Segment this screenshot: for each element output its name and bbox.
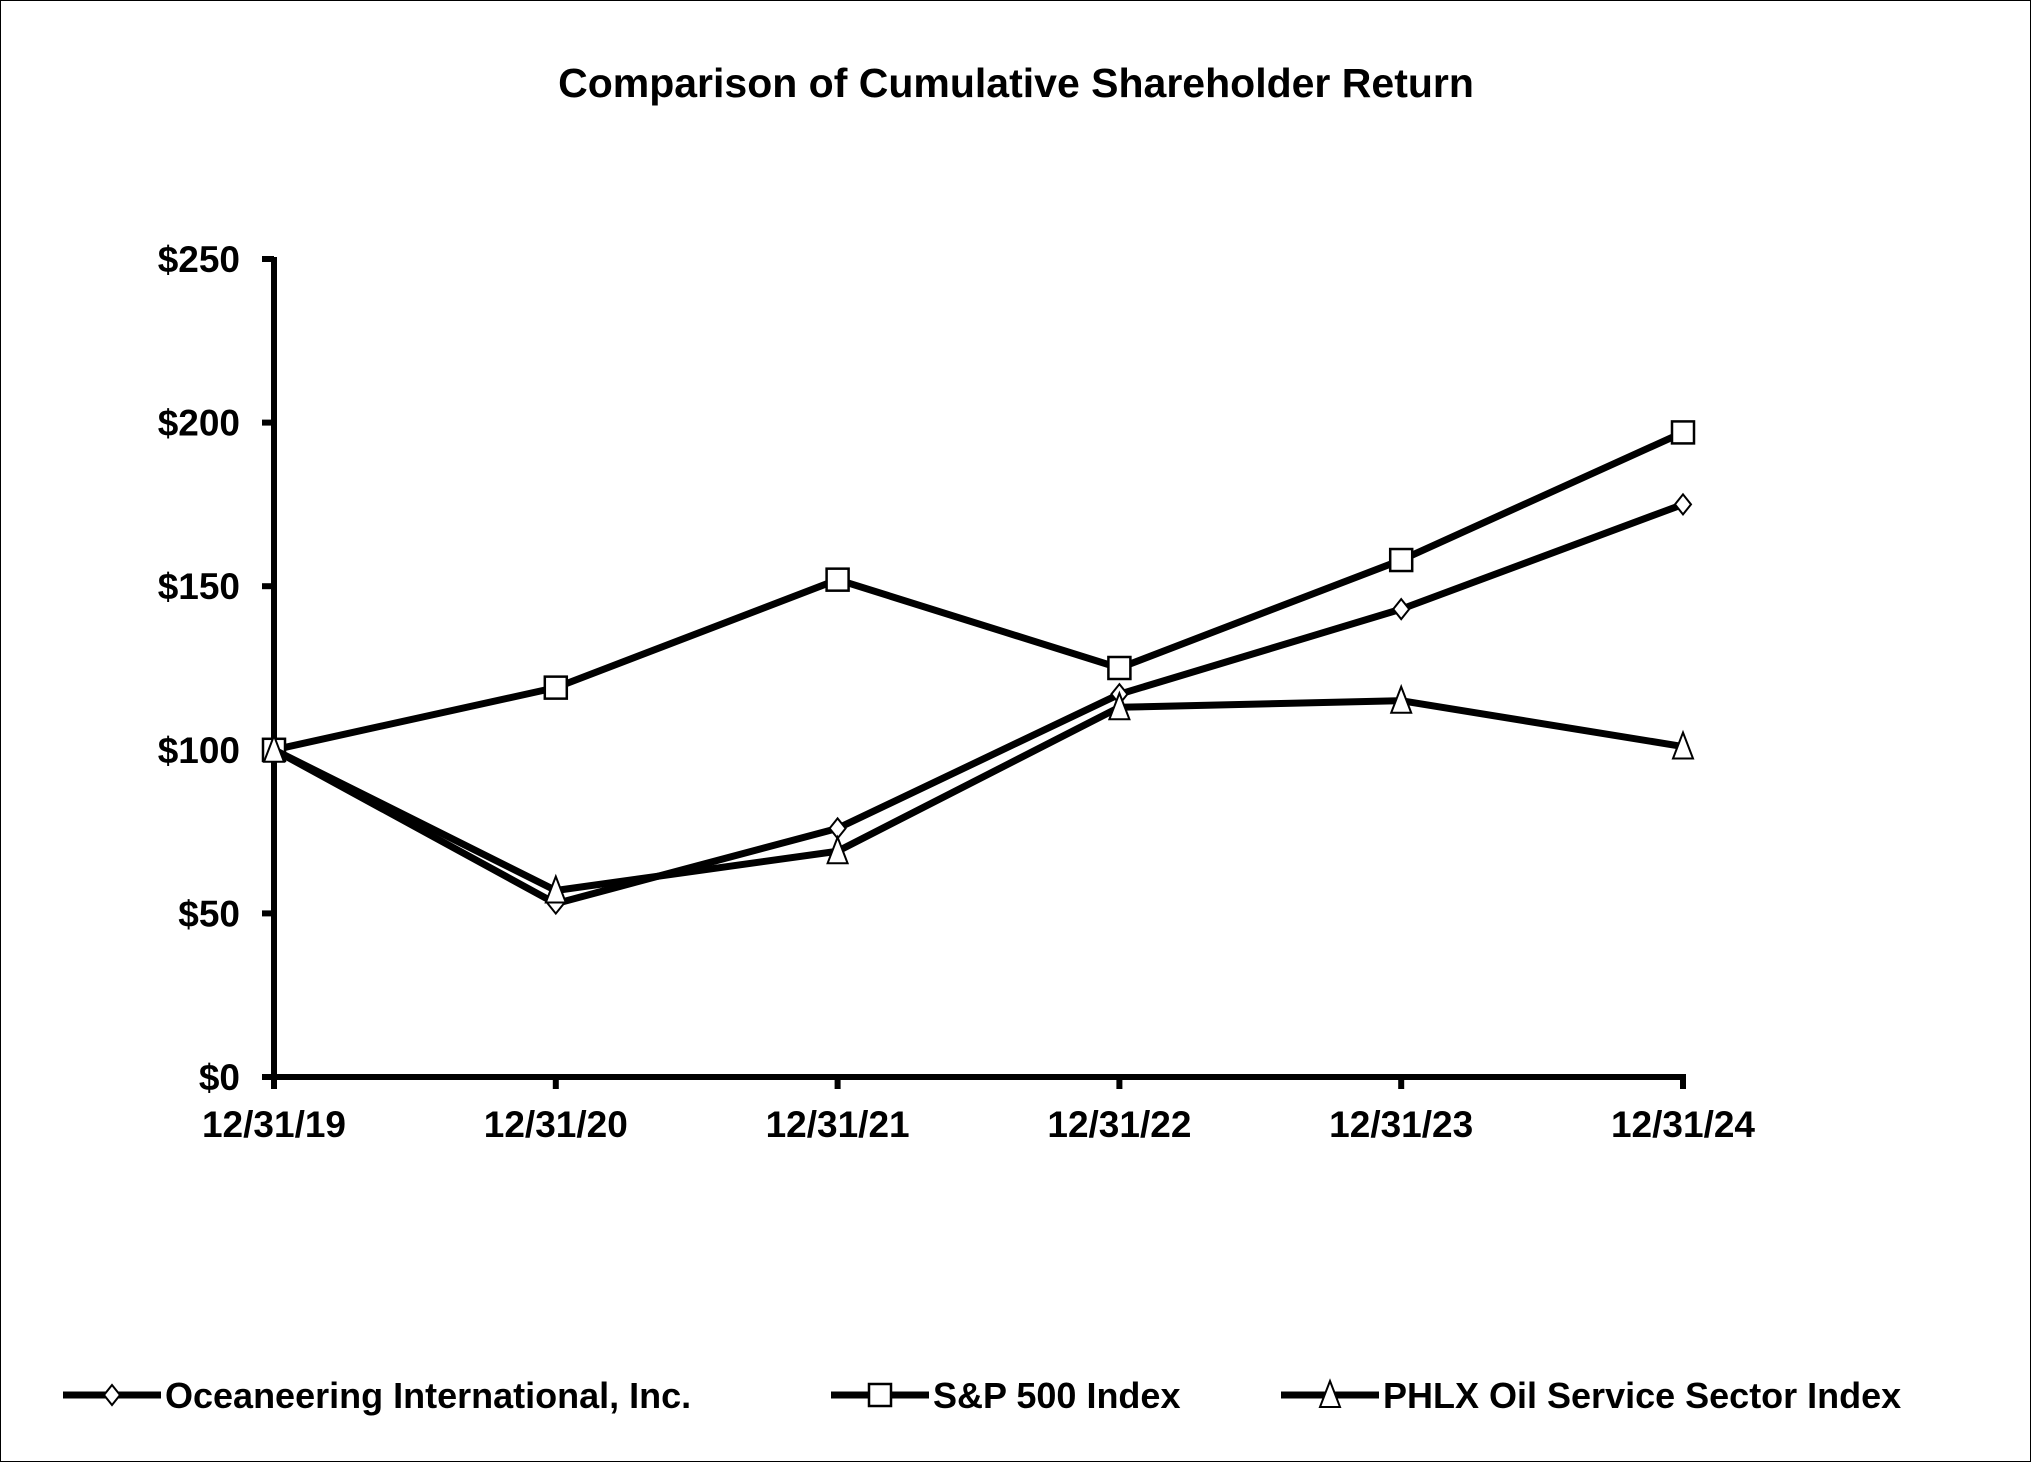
y-tick-label: $250 (158, 239, 240, 280)
series-square (261, 420, 1696, 763)
data-point-triangle (1389, 683, 1413, 714)
data-point-square (543, 675, 569, 700)
data-point-triangle (262, 733, 286, 763)
legend-item: PHLX Oil Service Sector Index (1281, 1375, 1901, 1416)
data-point-square (1107, 655, 1132, 681)
data-point-diamond (1673, 492, 1693, 517)
y-tick-label: $50 (178, 893, 240, 934)
data-point-square (1388, 547, 1414, 573)
square-marker-icon (867, 1382, 893, 1408)
data-point-triangle (1671, 729, 1695, 760)
y-tick-label: $0 (199, 1057, 240, 1098)
x-tick-label: 12/31/19 (202, 1104, 346, 1145)
data-point-triangle (1107, 690, 1131, 721)
diamond-marker-icon (102, 1383, 122, 1407)
triangle-marker-icon (1318, 1378, 1342, 1408)
legend-label: S&P 500 Index (933, 1375, 1180, 1416)
data-point-triangle (826, 834, 850, 865)
x-tick-label: 12/31/21 (766, 1104, 910, 1145)
series-line (272, 501, 1685, 908)
y-tick-label: $200 (158, 403, 240, 444)
data-point-triangle (544, 873, 568, 904)
series-triangle (262, 683, 1695, 904)
chart-title: Comparison of Cumulative Shareholder Ret… (558, 60, 1474, 106)
data-point-square (1670, 420, 1696, 445)
y-tick-label: $150 (158, 566, 240, 607)
legend-item: S&P 500 Index (831, 1375, 1180, 1416)
y-tick-label: $100 (158, 730, 240, 771)
x-tick-label: 12/31/23 (1329, 1104, 1473, 1145)
x-tick-label: 12/31/24 (1611, 1104, 1755, 1145)
legend-item: Oceaneering International, Inc. (63, 1375, 691, 1416)
series-line (272, 697, 1684, 894)
x-tick-label: 12/31/20 (484, 1104, 628, 1145)
data-point-square (825, 567, 850, 592)
series-line (273, 429, 1685, 754)
x-tick-label: 12/31/22 (1047, 1104, 1191, 1145)
legend-label: Oceaneering International, Inc. (165, 1375, 691, 1416)
data-point-diamond (1391, 597, 1411, 621)
legend-label: PHLX Oil Service Sector Index (1383, 1375, 1901, 1416)
